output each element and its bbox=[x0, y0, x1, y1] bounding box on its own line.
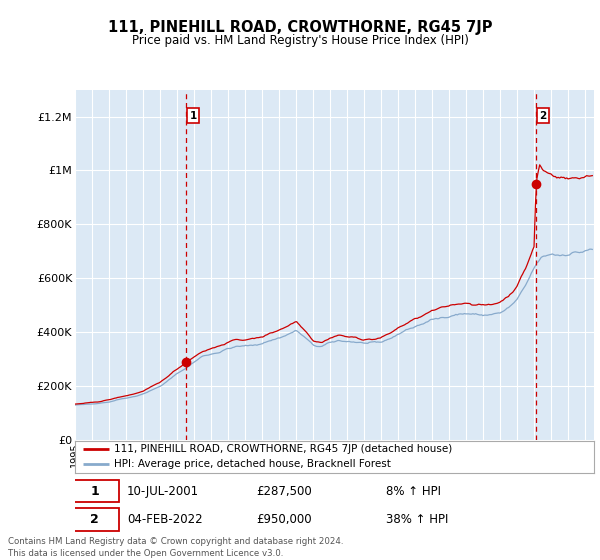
Text: 04-FEB-2022: 04-FEB-2022 bbox=[127, 513, 203, 526]
Text: 2: 2 bbox=[91, 513, 99, 526]
Text: 38% ↑ HPI: 38% ↑ HPI bbox=[386, 513, 449, 526]
Text: 111, PINEHILL ROAD, CROWTHORNE, RG45 7JP (detached house): 111, PINEHILL ROAD, CROWTHORNE, RG45 7JP… bbox=[114, 445, 452, 455]
Text: 8% ↑ HPI: 8% ↑ HPI bbox=[386, 484, 442, 498]
Text: 2: 2 bbox=[539, 111, 547, 120]
Text: Price paid vs. HM Land Registry's House Price Index (HPI): Price paid vs. HM Land Registry's House … bbox=[131, 34, 469, 47]
Text: Contains HM Land Registry data © Crown copyright and database right 2024.
This d: Contains HM Land Registry data © Crown c… bbox=[8, 537, 343, 558]
Text: £950,000: £950,000 bbox=[257, 513, 312, 526]
Text: 1: 1 bbox=[91, 484, 99, 498]
Text: 1: 1 bbox=[190, 111, 197, 120]
Text: HPI: Average price, detached house, Bracknell Forest: HPI: Average price, detached house, Brac… bbox=[114, 459, 391, 469]
Text: 10-JUL-2001: 10-JUL-2001 bbox=[127, 484, 199, 498]
Text: 111, PINEHILL ROAD, CROWTHORNE, RG45 7JP: 111, PINEHILL ROAD, CROWTHORNE, RG45 7JP bbox=[108, 20, 492, 35]
FancyBboxPatch shape bbox=[70, 508, 119, 531]
FancyBboxPatch shape bbox=[70, 480, 119, 502]
Text: £287,500: £287,500 bbox=[257, 484, 313, 498]
